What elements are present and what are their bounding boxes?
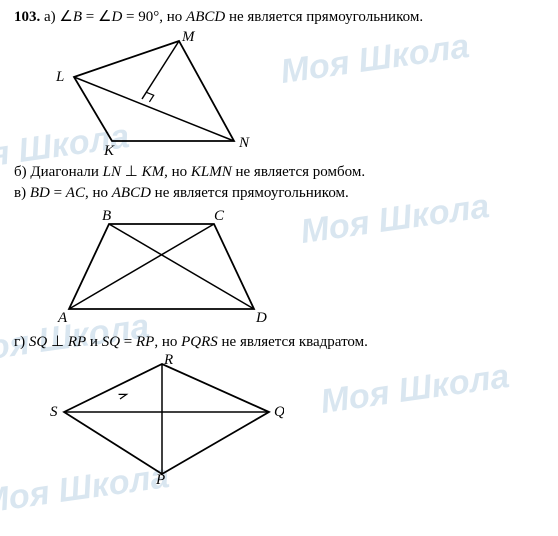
svg-text:L: L bbox=[55, 69, 64, 85]
text: б) Диагонали bbox=[14, 164, 103, 180]
svg-text:B: B bbox=[102, 208, 111, 224]
text: а) ∠ bbox=[44, 9, 73, 25]
figure-pqrs: S R Q P bbox=[44, 354, 284, 484]
part-a-text: 103. а) ∠B = ∠D = 90°, но ABCD не являет… bbox=[14, 8, 548, 27]
var: BD bbox=[30, 185, 50, 201]
text: = bbox=[120, 334, 136, 350]
text: = bbox=[50, 185, 66, 201]
text: не является прямоугольником. bbox=[151, 185, 349, 201]
var: RP bbox=[136, 334, 154, 350]
text: не является прямоугольником. bbox=[225, 9, 423, 25]
var: ABCD bbox=[112, 185, 151, 201]
text: = ∠ bbox=[82, 9, 111, 25]
var: LN bbox=[103, 164, 121, 180]
var: SQ bbox=[102, 334, 120, 350]
figure-abcd: A B C D bbox=[44, 204, 274, 329]
text: в) bbox=[14, 185, 30, 201]
svg-text:Q: Q bbox=[274, 404, 284, 420]
svg-text:D: D bbox=[255, 310, 267, 326]
var: ABCD bbox=[186, 9, 225, 25]
text: и bbox=[86, 334, 102, 350]
svg-text:C: C bbox=[214, 208, 225, 224]
text: г) bbox=[14, 334, 29, 350]
svg-text:N: N bbox=[238, 135, 250, 151]
svg-text:K: K bbox=[103, 143, 115, 159]
var: SQ bbox=[29, 334, 47, 350]
var: KM bbox=[142, 164, 165, 180]
var: KLMN bbox=[191, 164, 232, 180]
var: D bbox=[111, 9, 122, 25]
page-content: 103. а) ∠B = ∠D = 90°, но ABCD не являет… bbox=[0, 0, 558, 494]
svg-text:R: R bbox=[163, 354, 173, 368]
text: ⊥ bbox=[47, 334, 68, 350]
text: = 90°, но bbox=[122, 9, 186, 25]
var: PQRS bbox=[181, 334, 218, 350]
text: , но bbox=[85, 185, 112, 201]
text: , но bbox=[154, 334, 181, 350]
text: не является ромбом. bbox=[232, 164, 365, 180]
svg-text:A: A bbox=[57, 310, 68, 326]
text: не является квадратом. bbox=[218, 334, 368, 350]
part-g-text: г) SQ ⊥ RP и SQ = RP, но PQRS не являетс… bbox=[14, 333, 548, 352]
svg-text:S: S bbox=[50, 404, 58, 420]
part-v-text: в) BD = AC, но ABCD не является прямоуго… bbox=[14, 184, 548, 203]
figure-klmn: L M N K bbox=[44, 29, 254, 159]
var: AC bbox=[66, 185, 85, 201]
text: ⊥ bbox=[121, 164, 142, 180]
svg-text:P: P bbox=[155, 472, 165, 484]
svg-text:M: M bbox=[181, 29, 196, 45]
text: , но bbox=[164, 164, 191, 180]
var: B bbox=[73, 9, 82, 25]
var: RP bbox=[68, 334, 86, 350]
part-b-text: б) Диагонали LN ⊥ KM, но KLMN не являетс… bbox=[14, 163, 548, 182]
problem-number: 103. bbox=[14, 9, 40, 25]
